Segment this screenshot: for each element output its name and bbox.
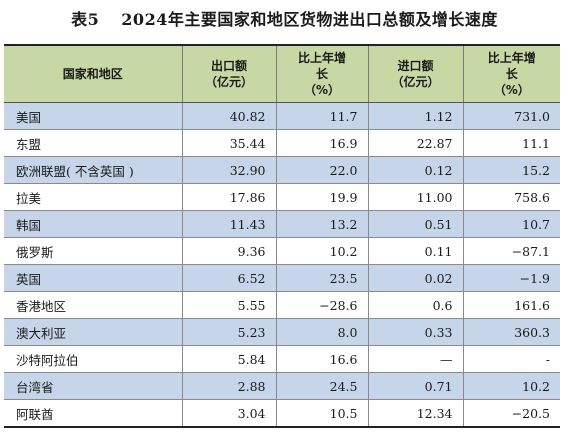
cell-import-growth: −20.5 <box>462 399 560 428</box>
table-row: 欧洲联盟( 不含英国 ) 32.90 22.0 0.12 15.2 <box>4 156 560 184</box>
cell-region: 欧洲联盟( 不含英国 ) <box>4 156 183 184</box>
cell-import-growth: −87.1 <box>462 237 560 265</box>
header-row: 国家和地区 出口额 （亿元） 比上年增 长 （%） 进口额 （亿元） 比上年增 … <box>4 44 560 103</box>
cell-export-growth: 13.2 <box>275 210 369 238</box>
table-row: 美国 40.82 11.7 1.12 731.0 <box>4 102 560 130</box>
cell-export-growth: 8.0 <box>275 318 369 346</box>
cell-import: 0.71 <box>367 372 464 400</box>
cell-export: 6.52 <box>181 264 277 292</box>
trade-table: 国家和地区 出口额 （亿元） 比上年增 长 （%） 进口额 （亿元） 比上年增 … <box>4 44 560 428</box>
table-number: 表5 <box>71 10 100 29</box>
cell-region: 英国 <box>4 264 183 292</box>
cell-import-growth: 161.6 <box>462 291 560 319</box>
cell-import: 12.34 <box>367 399 464 428</box>
cell-import: — <box>367 345 464 373</box>
table-row: 澳大利亚 5.23 8.0 0.33 360.3 <box>4 318 560 346</box>
table-row: 韩国 11.43 13.2 0.51 10.7 <box>4 210 560 238</box>
cell-import: 0.02 <box>367 264 464 292</box>
cell-import: 11.00 <box>367 183 464 211</box>
cell-import-growth: 15.2 <box>462 156 560 184</box>
table-row: 阿联酋 3.04 10.5 12.34 −20.5 <box>4 399 560 428</box>
header-export: 出口额 （亿元） <box>181 44 277 103</box>
cell-export-growth: 16.9 <box>275 129 369 157</box>
cell-region: 美国 <box>4 102 183 130</box>
cell-import-growth: 758.6 <box>462 183 560 211</box>
header-region: 国家和地区 <box>4 44 183 103</box>
cell-export-growth: 10.5 <box>275 399 369 428</box>
table-body: 美国 40.82 11.7 1.12 731.0 东盟 35.44 16.9 22.87 11.1… <box>4 102 560 428</box>
table-title-text: 2024年主要国家和地区货物进出口总额及增长速度 <box>121 10 498 29</box>
table-row: 东盟 35.44 16.9 22.87 11.1 <box>4 129 560 157</box>
table-row: 台湾省 2.88 24.5 0.71 10.2 <box>4 372 560 400</box>
table-row: 沙特阿拉伯 5.84 16.6— - <box>4 345 560 373</box>
table-row: 俄罗斯 9.36 10.2 0.11 −87.1 <box>4 237 560 265</box>
cell-region: 韩国 <box>4 210 183 238</box>
header-export-growth: 比上年增 长 （%） <box>275 44 369 103</box>
cell-import: 0.33 <box>367 318 464 346</box>
table-row: 香港地区 5.55 −28.6 0.6 161.6 <box>4 291 560 319</box>
cell-export: 35.44 <box>181 129 277 157</box>
cell-import: 22.87 <box>367 129 464 157</box>
cell-export-growth: 22.0 <box>275 156 369 184</box>
cell-import-growth: 11.1 <box>462 129 560 157</box>
cell-region: 阿联酋 <box>4 399 183 428</box>
cell-export-growth: 11.7 <box>275 102 369 130</box>
cell-export: 17.86 <box>181 183 277 211</box>
cell-export-growth: 19.9 <box>275 183 369 211</box>
cell-region: 俄罗斯 <box>4 237 183 265</box>
cell-export-growth: 24.5 <box>275 372 369 400</box>
cell-region: 台湾省 <box>4 372 183 400</box>
cell-export: 5.23 <box>181 318 277 346</box>
cell-export-growth: 10.2 <box>275 237 369 265</box>
cell-import: 0.51 <box>367 210 464 238</box>
cell-import-growth: 10.2 <box>462 372 560 400</box>
cell-import-growth: −1.9 <box>462 264 560 292</box>
cell-export: 2.88 <box>181 372 277 400</box>
cell-import: 0.11 <box>367 237 464 265</box>
table-title: 表5 2024年主要国家和地区货物进出口总额及增长速度 <box>0 6 569 30</box>
table-header: 国家和地区 出口额 （亿元） 比上年增 长 （%） 进口额 （亿元） 比上年增 … <box>4 44 560 103</box>
cell-export: 3.04 <box>181 399 277 428</box>
cell-region: 东盟 <box>4 129 183 157</box>
cell-region: 沙特阿拉伯 <box>4 345 183 373</box>
cell-region: 拉美 <box>4 183 183 211</box>
cell-export-growth: 23.5 <box>275 264 369 292</box>
cell-export: 32.90 <box>181 156 277 184</box>
cell-export: 5.55 <box>181 291 277 319</box>
header-import: 进口额 （亿元） <box>367 44 464 103</box>
cell-import-growth: 360.3 <box>462 318 560 346</box>
cell-export: 40.82 <box>181 102 277 130</box>
cell-import: 0.12 <box>367 156 464 184</box>
cell-region: 香港地区 <box>4 291 183 319</box>
cell-export-growth: 16.6 <box>275 345 369 373</box>
table-row: 拉美 17.86 19.9 11.00 758.6 <box>4 183 560 211</box>
cell-import-growth: - <box>462 345 560 373</box>
cell-export: 9.36 <box>181 237 277 265</box>
header-import-growth: 比上年增 长 （%） <box>462 44 560 103</box>
cell-export: 5.84 <box>181 345 277 373</box>
cell-import-growth: 731.0 <box>462 102 560 130</box>
cell-export: 11.43 <box>181 210 277 238</box>
cell-import: 1.12 <box>367 102 464 130</box>
cell-import: 0.6 <box>367 291 464 319</box>
table-row: 英国 6.52 23.5 0.02 −1.9 <box>4 264 560 292</box>
cell-export-growth: −28.6 <box>275 291 369 319</box>
cell-import-growth: 10.7 <box>462 210 560 238</box>
cell-region: 澳大利亚 <box>4 318 183 346</box>
